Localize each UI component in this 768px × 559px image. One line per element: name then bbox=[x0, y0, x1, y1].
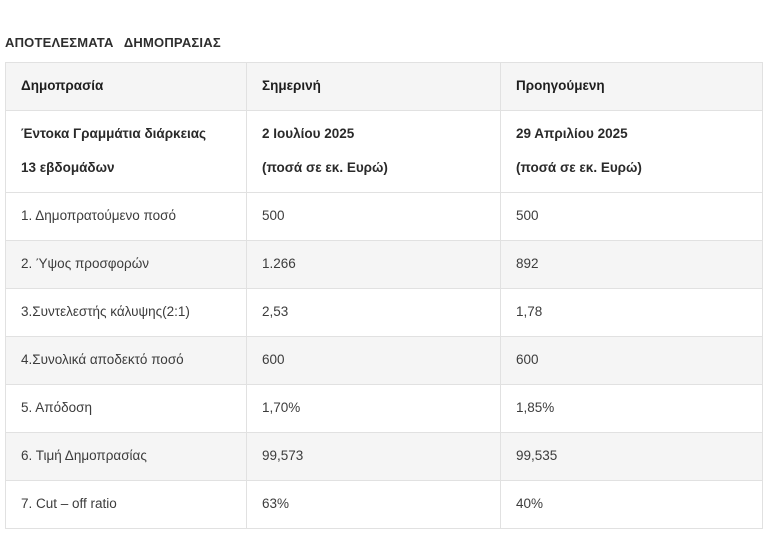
previous-auction-date: 29 Απριλίου 2025 bbox=[516, 126, 628, 141]
previous-value-cell: 40% bbox=[500, 480, 763, 529]
previous-value-cell: 892 bbox=[500, 240, 763, 289]
current-value-cell: 600 bbox=[246, 336, 501, 385]
header-cell-auction: Δημοπρασία bbox=[5, 62, 247, 111]
table-header-row: Δημοπρασία Σημερινή Προηγούμενη bbox=[5, 62, 763, 111]
previous-value-cell: 600 bbox=[500, 336, 763, 385]
row-label-cell: 7. Cut – off ratio bbox=[5, 480, 247, 529]
current-value-cell: 1.266 bbox=[246, 240, 501, 289]
table-row-total-bids: 2. Ύψος προσφορών 1.266 892 bbox=[5, 240, 763, 289]
previous-value-cell: 99,535 bbox=[500, 432, 763, 481]
table-row-coverage-ratio: 3.Συντελεστής κάλυψης(2:1) 2,53 1,78 bbox=[5, 288, 763, 337]
header-cell-previous: Προηγούμενη bbox=[500, 62, 763, 111]
subheader-cell-current-date: 2 Ιουλίου 2025 (ποσά σε εκ. Ευρώ) bbox=[246, 110, 501, 193]
previous-amounts-note: (ποσά σε εκ. Ευρώ) bbox=[516, 160, 642, 175]
table-row-cut-off-ratio: 7. Cut – off ratio 63% 40% bbox=[5, 480, 763, 529]
instrument-name: Έντοκα Γραμμάτια διάρκειας bbox=[21, 126, 207, 141]
row-label-cell: 2. Ύψος προσφορών bbox=[5, 240, 247, 289]
current-value-cell: 500 bbox=[246, 192, 501, 241]
auction-results-table: Δημοπρασία Σημερινή Προηγούμενη Έντοκα Γ… bbox=[5, 62, 763, 529]
current-auction-date: 2 Ιουλίου 2025 bbox=[262, 126, 355, 141]
header-cell-current: Σημερινή bbox=[246, 62, 501, 111]
instrument-duration: 13 εβδομάδων bbox=[21, 160, 115, 175]
row-label-cell: 5. Απόδοση bbox=[5, 384, 247, 433]
current-value-cell: 1,70% bbox=[246, 384, 501, 433]
current-value-cell: 63% bbox=[246, 480, 501, 529]
row-label-cell: 6. Τιμή Δημοπρασίας bbox=[5, 432, 247, 481]
table-row-accepted-amount: 4.Συνολικά αποδεκτό ποσό 600 600 bbox=[5, 336, 763, 385]
row-label-cell: 4.Συνολικά αποδεκτό ποσό bbox=[5, 336, 247, 385]
subheader-cell-previous-date: 29 Απριλίου 2025 (ποσά σε εκ. Ευρώ) bbox=[500, 110, 763, 193]
current-amounts-note: (ποσά σε εκ. Ευρώ) bbox=[262, 160, 388, 175]
table-row-auction-price: 6. Τιμή Δημοπρασίας 99,573 99,535 bbox=[5, 432, 763, 481]
row-label-cell: 3.Συντελεστής κάλυψης(2:1) bbox=[5, 288, 247, 337]
previous-value-cell: 1,85% bbox=[500, 384, 763, 433]
subheader-cell-instrument: Έντοκα Γραμμάτια διάρκειας 13 εβδομάδων bbox=[5, 110, 247, 193]
current-value-cell: 99,573 bbox=[246, 432, 501, 481]
table-row-yield: 5. Απόδοση 1,70% 1,85% bbox=[5, 384, 763, 433]
table-row-auctioned-amount: 1. Δημοπρατούμενο ποσό 500 500 bbox=[5, 192, 763, 241]
previous-value-cell: 1,78 bbox=[500, 288, 763, 337]
page-title: ΑΠΟΤΕΛΕΣΜΑΤΑ ΔΗΜΟΠΡΑΣΙΑΣ bbox=[5, 35, 221, 50]
previous-value-cell: 500 bbox=[500, 192, 763, 241]
table-subheader-row: Έντοκα Γραμμάτια διάρκειας 13 εβδομάδων … bbox=[5, 110, 763, 193]
current-value-cell: 2,53 bbox=[246, 288, 501, 337]
row-label-cell: 1. Δημοπρατούμενο ποσό bbox=[5, 192, 247, 241]
